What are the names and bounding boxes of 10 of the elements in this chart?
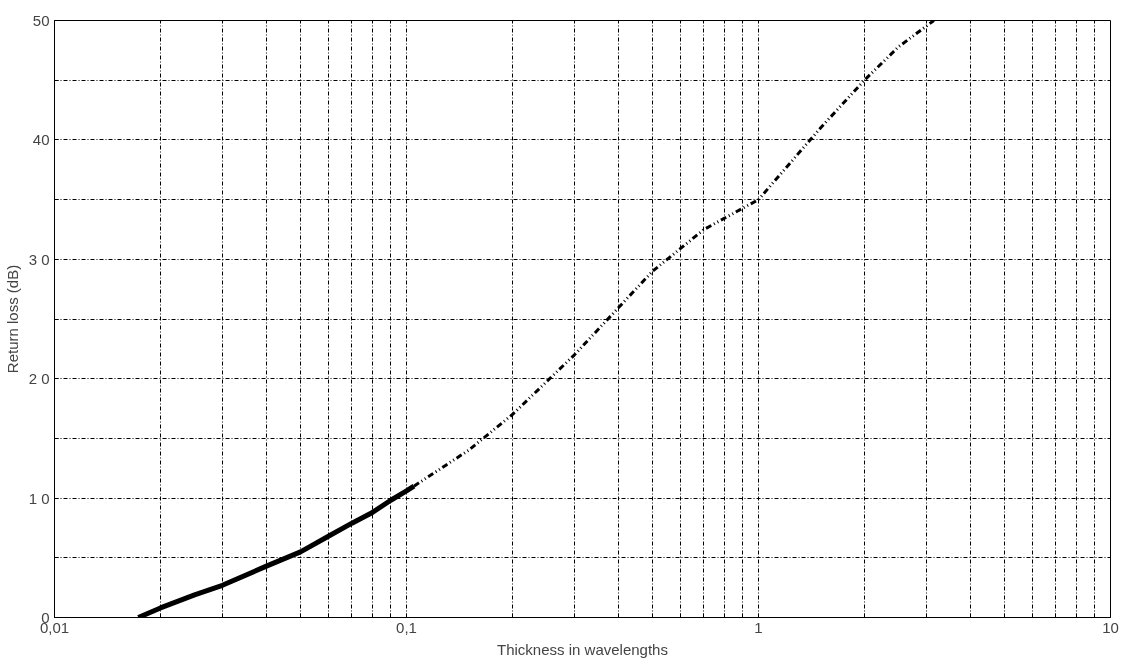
x-tick-label: 0,1: [396, 618, 417, 636]
y-tick-label: 40: [32, 131, 50, 149]
x-axis-title: Thickness in wavelengths: [497, 640, 668, 658]
x-tick-label: 1: [754, 618, 763, 636]
y-axis-title: Return loss (dB): [3, 264, 21, 374]
x-tick-label: 10: [1102, 618, 1119, 636]
y-tick-label: 3 0: [28, 250, 50, 268]
y-tick-label: 2 0: [28, 370, 50, 388]
y-tick-label: 50: [32, 12, 50, 29]
y-tick-label: 1 0: [28, 489, 50, 507]
